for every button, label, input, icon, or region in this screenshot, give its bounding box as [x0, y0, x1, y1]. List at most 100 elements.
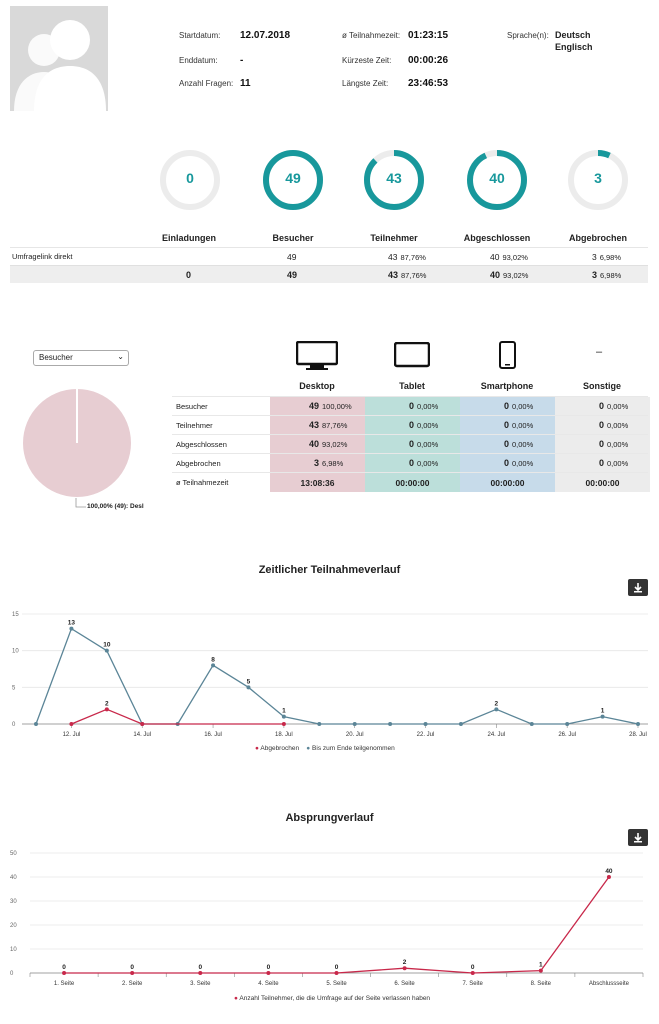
data-label: 13 [68, 620, 76, 627]
gauge: 3 [566, 148, 630, 212]
question-count-value: 11 [240, 78, 251, 89]
device-cell: 43 87,76% [270, 416, 365, 435]
legend-marker-icon: ● [255, 745, 259, 752]
legend-label: Bis zum Ende teilgenommen [312, 745, 395, 752]
device-head-smartphone: Smartphone [480, 381, 534, 391]
data-label: 0 [335, 964, 339, 971]
data-point [388, 722, 393, 726]
x-tick-label: 14. Jul [133, 732, 151, 738]
y-tick-label: 0 [12, 722, 16, 728]
device-cell: 0 0,00% [555, 454, 650, 473]
device-cell: 49 100,00% [270, 397, 365, 416]
device-count: 43 [308, 420, 319, 430]
y-tick-label: 30 [10, 899, 17, 905]
data-point [104, 648, 109, 653]
data-point [140, 722, 145, 726]
gauge-value: 49 [285, 170, 301, 186]
download-icon [634, 583, 642, 593]
metric-select[interactable]: Besucher ⌄ [33, 350, 129, 366]
y-tick-label: 0 [10, 971, 14, 977]
device-percent: 0,00% [417, 440, 439, 449]
legend-marker-icon: ● [306, 745, 311, 752]
data-label: 0 [130, 964, 134, 971]
data-point [62, 971, 67, 975]
metric-select-value: Besucher [39, 353, 73, 362]
languages-label: Sprache(n): [507, 31, 549, 40]
col-head-aborted: Abgebrochen [568, 233, 627, 243]
device-cell: 0 0,00% [555, 435, 650, 454]
x-tick-label: 24. Jul [488, 732, 506, 738]
device-percent: 0,00% [607, 440, 629, 449]
data-label: 40 [605, 868, 613, 875]
end-date-value: - [240, 55, 244, 66]
x-tick-label: 12. Jul [63, 732, 81, 738]
download-button[interactable] [628, 579, 648, 596]
device-percent: 93,02% [322, 440, 348, 449]
tablet-icon [394, 342, 430, 368]
series-line [71, 708, 284, 725]
gauge-value: 40 [489, 170, 505, 186]
device-percent: 87,76% [322, 421, 348, 430]
x-tick-label: 20. Jul [346, 732, 364, 738]
data-label: 2 [403, 959, 407, 966]
device-cell: 3 6,98% [270, 454, 365, 473]
device-percent: 0,00% [417, 402, 439, 411]
device-cell: 0 0,00% [555, 397, 650, 416]
device-percent: 100,00% [322, 402, 352, 411]
device-percent: 0,00% [512, 402, 534, 411]
x-tick-label: 22. Jul [417, 732, 435, 738]
legend-label: Anzahl Teilnehmer, die die Umfrage auf d… [239, 995, 431, 1002]
smartphone-icon [499, 341, 516, 369]
x-tick-label: 1. Seite [54, 981, 75, 987]
gauge-arc [364, 150, 424, 210]
legend-marker-icon: ● [234, 995, 238, 1002]
pie-label: 100,00% (49): Desl [87, 503, 144, 510]
device-percent: 0,00% [607, 421, 629, 430]
device-row-label: Abgeschlossen [176, 440, 227, 449]
col-head-completed: Abgeschlossen [463, 233, 531, 243]
data-point [565, 722, 570, 726]
data-label: 0 [267, 964, 271, 971]
avatar [10, 6, 108, 111]
device-percent: 0,00% [512, 440, 534, 449]
x-tick-label: 16. Jul [204, 732, 222, 738]
download-button[interactable] [628, 829, 648, 846]
device-cell: 0 0,00% [365, 397, 460, 416]
data-point [104, 707, 109, 712]
data-point [458, 722, 463, 726]
y-tick-label: 15 [12, 612, 19, 618]
start-date-value: 12.07.2018 [240, 30, 291, 41]
summary-pct: 87,76% [400, 253, 426, 262]
direct-link-label: Umfragelink direkt [12, 252, 73, 261]
pie-label-leader [75, 498, 86, 508]
device-percent: 6,98% [322, 459, 344, 468]
data-point [606, 875, 611, 879]
chart1-legend: ● Abgebrochen ● Bis zum Ende teilgenomme… [255, 745, 395, 752]
device-count: 0 [503, 458, 509, 468]
total-cell: 49 [287, 270, 298, 280]
device-cell: 13:08:36 [270, 473, 365, 492]
total-pct: 93,02% [503, 271, 529, 280]
device-count: 0 [598, 458, 604, 468]
total-pct: 6,98% [600, 271, 622, 280]
total-pct: 87,76% [401, 271, 427, 280]
data-point [130, 971, 135, 975]
series-line [35, 627, 639, 725]
x-tick-label: 18. Jul [275, 732, 293, 738]
x-tick-label: 2. Seite [122, 981, 143, 987]
device-cell: 00:00:00 [460, 473, 555, 492]
summary-pct: 93,02% [502, 253, 528, 262]
end-date-label: Enddatum: [179, 56, 218, 65]
device-head-tablet: Tablet [399, 381, 425, 391]
longest-time-label: Längste Zeit: [342, 79, 389, 88]
device-row-time: ø Teilnahmezeit 13:08:36 00:00:00 00:00:00 0… [172, 472, 650, 492]
summary-cell: 49 [287, 252, 297, 262]
device-pie [23, 389, 131, 497]
device-row-label: Besucher [176, 402, 208, 411]
data-point [600, 714, 605, 719]
device-cell: 0 0,00% [460, 416, 555, 435]
device-cell: 00:00:00 [555, 473, 650, 492]
data-point [423, 722, 428, 726]
